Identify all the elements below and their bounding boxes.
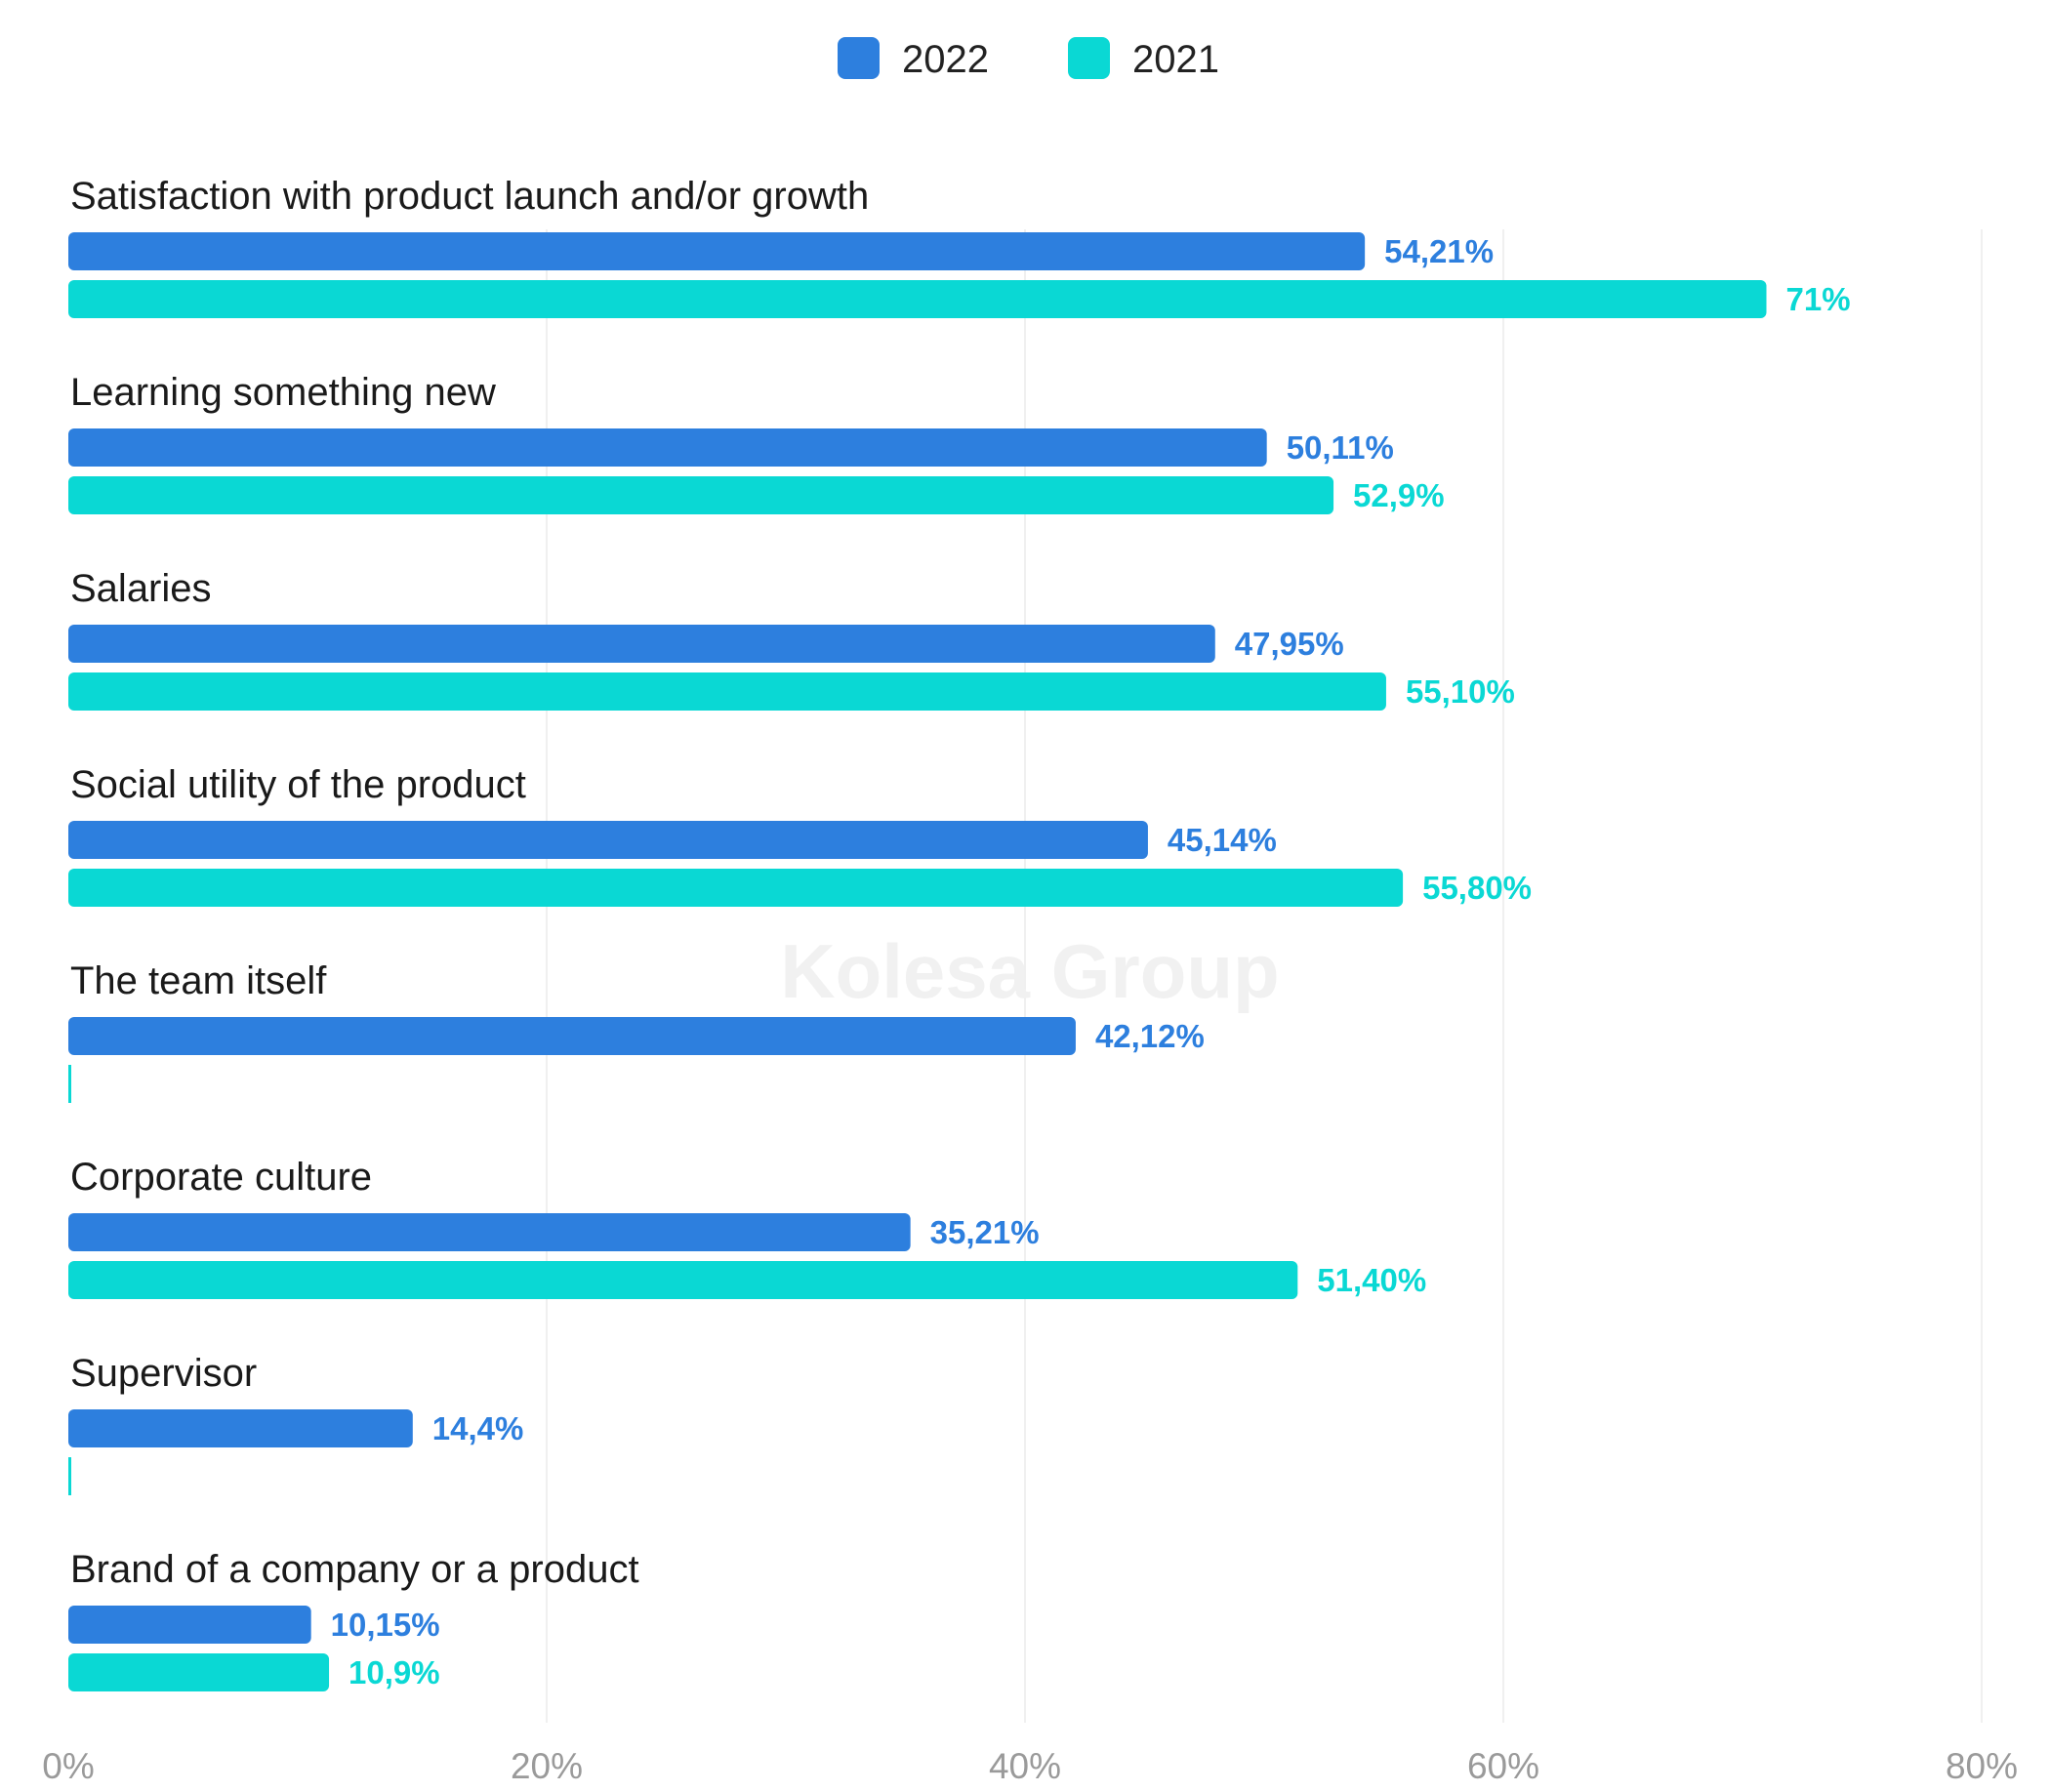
category-group: Salaries 47,95% 55,10%	[68, 567, 1515, 711]
legend-item-2022: 2022	[838, 37, 989, 81]
value-label-2022: 54,21%	[1384, 233, 1494, 269]
legend-label: 2022	[902, 38, 989, 81]
category-group: Brand of a company or a product 10,15% 10,…	[68, 1548, 639, 1691]
value-label-2022: 50,11%	[1287, 429, 1394, 466]
bar-2021	[68, 1653, 330, 1691]
category-group: Corporate culture 35,21% 51,40%	[68, 1156, 1426, 1299]
category-label: Corporate culture	[70, 1156, 372, 1199]
value-label-2022: 45,14%	[1168, 822, 1277, 858]
category-group: The team itself 42,12%	[68, 959, 1205, 1103]
legend-swatch	[1068, 37, 1110, 79]
category-label: Social utility of the product	[70, 763, 526, 806]
watermark: Kolesa Group	[780, 928, 1279, 1014]
value-label-2022: 35,21%	[930, 1214, 1040, 1250]
bar-2022	[68, 821, 1148, 859]
value-label-2022: 10,15%	[331, 1607, 440, 1643]
bar-2021	[68, 869, 1404, 907]
value-label-2021: 55,80%	[1422, 870, 1532, 906]
category-label: Learning something new	[70, 371, 496, 414]
bar-2022	[68, 1017, 1076, 1055]
bar-2022	[68, 1409, 413, 1447]
category-group: Social utility of the product 45,14% 55,80…	[68, 763, 1532, 907]
legend-swatch	[838, 37, 880, 79]
legend-item-2021: 2021	[1068, 37, 1219, 81]
value-label-2022: 47,95%	[1235, 626, 1344, 662]
x-tick-label: 20%	[511, 1746, 583, 1786]
bar-2022	[68, 1213, 911, 1251]
bar-2021-empty	[68, 1065, 71, 1103]
value-label-2022: 14,4%	[432, 1410, 524, 1446]
bar-2021	[68, 476, 1334, 514]
bar-2022	[68, 232, 1366, 270]
category-group: Satisfaction with product launch and/or …	[68, 175, 1851, 318]
x-tick-label: 40%	[989, 1746, 1061, 1786]
legend: 2022 2021	[838, 37, 1219, 81]
legend-label: 2021	[1132, 38, 1219, 81]
value-label-2021: 10,9%	[348, 1654, 440, 1690]
value-label-2022: 42,12%	[1095, 1018, 1205, 1054]
value-label-2021: 51,40%	[1317, 1262, 1426, 1298]
category-group: Learning something new 50,11% 52,9%	[68, 371, 1445, 514]
category-label: Supervisor	[70, 1352, 257, 1395]
bar-2022	[68, 1606, 311, 1644]
category-label: Brand of a company or a product	[70, 1548, 639, 1591]
category-label: Salaries	[70, 567, 212, 610]
value-label-2021: 52,9%	[1353, 477, 1445, 513]
category-label: Satisfaction with product launch and/or …	[70, 175, 869, 218]
value-label-2021: 55,10%	[1406, 673, 1515, 710]
x-tick-label: 80%	[1946, 1746, 2018, 1786]
x-tick-label: 0%	[42, 1746, 94, 1786]
x-axis: 0% 20% 40% 60% 80%	[42, 1746, 2018, 1786]
category-group: Supervisor 14,4%	[68, 1352, 523, 1495]
bar-2022	[68, 428, 1267, 467]
value-label-2021: 71%	[1786, 281, 1851, 317]
bar-2022	[68, 625, 1215, 663]
category-groups: Satisfaction with product launch and/or …	[68, 175, 1851, 1691]
x-tick-label: 60%	[1467, 1746, 1539, 1786]
bar-2021	[68, 1261, 1298, 1299]
bar-2021	[68, 672, 1386, 711]
bar-2021	[68, 280, 1767, 318]
category-label: The team itself	[70, 959, 327, 1002]
bar-2021-empty	[68, 1457, 71, 1495]
